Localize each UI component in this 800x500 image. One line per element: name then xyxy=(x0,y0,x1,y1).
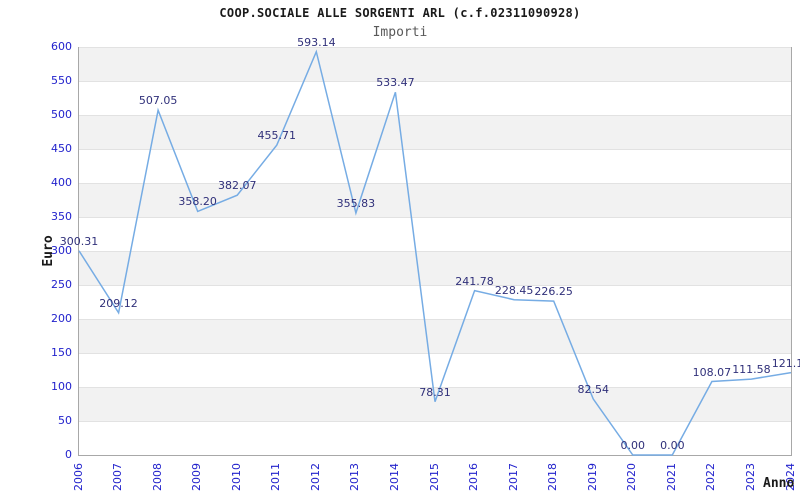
data-label: 108.07 xyxy=(692,365,732,379)
data-label: 593.14 xyxy=(297,35,336,49)
data-label: 209.12 xyxy=(99,296,138,310)
plot-band xyxy=(79,387,791,421)
data-line xyxy=(78,49,792,456)
data-label: 507.05 xyxy=(138,94,178,108)
data-label: 241.78 xyxy=(455,274,494,288)
gridline xyxy=(79,217,791,218)
gridline xyxy=(79,115,791,116)
x-tick-label: 2018 xyxy=(546,463,560,491)
plot-area: 300.31 209.12 507.05 358.20 382.07 455.71 593.… xyxy=(60,36,800,456)
x-tick-label: 2007 xyxy=(111,463,125,491)
data-label: 382.07 xyxy=(217,179,257,193)
x-tick-label: 2023 xyxy=(743,463,757,491)
data-label: 455.71 xyxy=(257,129,297,143)
x-tick-label: 2012 xyxy=(308,463,322,491)
data-label: 0.00 xyxy=(620,439,646,452)
y-tick-label: 400 xyxy=(51,176,72,189)
gridline xyxy=(79,149,791,150)
data-label: 355.83 xyxy=(336,197,376,211)
plot-band xyxy=(79,115,791,149)
chart-title: COOP.SOCIALE ALLE SORGENTI ARL (c.f.0231… xyxy=(219,6,581,20)
y-tick-label: 450 xyxy=(51,142,72,155)
x-tick-label: 2021 xyxy=(664,463,678,491)
data-label: 78.31 xyxy=(419,385,451,399)
gridline xyxy=(79,47,791,48)
data-label: 0.00 xyxy=(660,439,685,452)
plot-band xyxy=(79,319,791,353)
y-tick-label: 50 xyxy=(58,414,72,427)
x-tick-label: 2020 xyxy=(625,463,639,491)
plot-band xyxy=(79,47,791,81)
x-tick-label: 2019 xyxy=(585,463,599,491)
line-series xyxy=(78,49,792,456)
data-label: 533.47 xyxy=(376,76,415,90)
y-tick-label: 350 xyxy=(51,210,72,223)
x-tick-label: 2022 xyxy=(704,463,718,491)
gridline xyxy=(79,387,791,388)
x-tick-label: 2017 xyxy=(506,463,520,491)
gridline xyxy=(79,81,791,82)
y-tick-label: 250 xyxy=(51,278,72,291)
gridline xyxy=(79,319,791,320)
data-label: 121.14 xyxy=(771,356,800,370)
data-label: 228.45 xyxy=(494,283,534,297)
gridline xyxy=(79,353,791,354)
y-tick-label: 0 xyxy=(65,448,72,461)
y-tick-label: 550 xyxy=(51,74,72,87)
y-tick-label: 300 xyxy=(51,244,72,257)
gridline xyxy=(79,421,791,422)
y-tick-label: 600 xyxy=(51,40,72,53)
data-label: 111.58 xyxy=(732,363,771,377)
y-tick-label: 100 xyxy=(51,380,72,393)
x-axis-title: Anno xyxy=(763,476,795,491)
chart-subtitle: Importi xyxy=(372,25,428,40)
x-tick-label: 2013 xyxy=(348,463,362,491)
data-label: 226.25 xyxy=(534,285,573,299)
x-tick-label: 2010 xyxy=(229,463,243,491)
x-tick-label: 2006 xyxy=(71,463,85,491)
x-tick-label: 2014 xyxy=(387,463,401,491)
y-tick-label: 200 xyxy=(51,312,72,325)
x-tick-label: 2009 xyxy=(190,463,204,491)
data-label: 300.31 xyxy=(59,234,99,248)
x-tick-label: 2015 xyxy=(427,463,441,491)
plot-band xyxy=(79,251,791,285)
gridline xyxy=(79,251,791,252)
data-label: 82.54 xyxy=(577,382,609,396)
gridline xyxy=(79,183,791,184)
y-tick-label: 150 xyxy=(51,346,72,359)
x-tick-label: 2011 xyxy=(269,463,283,491)
gridline xyxy=(79,285,791,286)
data-label: 358.20 xyxy=(178,195,217,209)
x-tick-label: 2016 xyxy=(467,463,481,491)
y-tick-label: 500 xyxy=(51,108,72,121)
x-tick-label: 2008 xyxy=(150,463,164,491)
